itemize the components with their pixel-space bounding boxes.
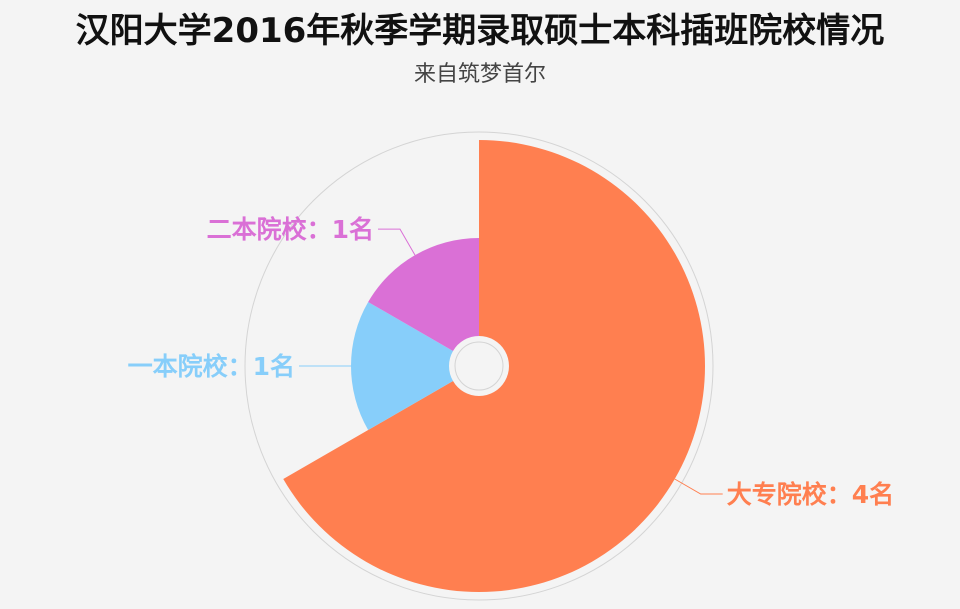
outer-ring [244,131,714,601]
leader-line-3 [378,228,416,256]
slice-label-1: 大专院校：4名 [727,480,894,509]
leader-line-1 [674,478,723,495]
slice-3 [368,238,479,351]
slice-label-2: 一本院校：1名 [128,352,295,381]
labels-group: 大专院校：4名 一本院校：1名 二本院校：1名 [128,215,895,509]
slice-1 [283,140,705,592]
chart-subtitle: 来自筑梦首尔 [413,62,546,87]
chart-title: 汉阳大学2016年秋季学期录取硕士本科插班院校情况 [75,11,885,51]
slice-2 [350,302,454,430]
slices-group [283,140,705,592]
inner-hole [454,341,504,391]
slice-label-3: 二本院校：1名 [207,215,374,244]
